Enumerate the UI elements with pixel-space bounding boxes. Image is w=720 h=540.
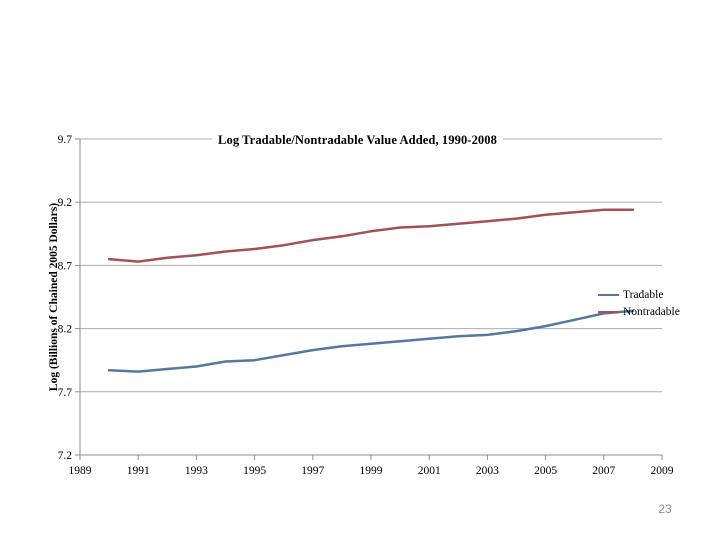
legend-label: Nontradable	[623, 305, 680, 318]
x-tick-label: 2005	[534, 465, 557, 477]
series-line-tradable	[107, 309, 635, 373]
x-tick-label: 2009	[651, 465, 674, 477]
y-tick-label: 7.2	[58, 450, 73, 462]
x-tick-label: 1989	[69, 465, 92, 477]
x-tick-label: 2007	[592, 465, 615, 477]
y-tick-label: 7.7	[58, 387, 73, 399]
legend-line-swatch	[598, 293, 619, 296]
x-tick-label: 1995	[243, 465, 266, 477]
y-tick-label: 8.7	[58, 260, 73, 272]
x-tick-label: 1991	[127, 465, 150, 477]
y-tick-label: 9.7	[58, 134, 73, 146]
y-tick-label: 9.2	[58, 197, 73, 209]
x-tick-label: 2001	[418, 465, 441, 477]
x-tick-label: 1993	[185, 465, 208, 477]
x-tick-label: 1999	[360, 465, 383, 477]
y-axis-title: Log (Billions of Chained 2005 Dollars)	[48, 202, 60, 392]
y-tick-label: 8.2	[58, 324, 73, 336]
x-tick-label: 1997	[301, 465, 324, 477]
legend-item-tradable: Tradable	[598, 286, 680, 303]
page-number: 23	[658, 502, 672, 516]
legend-label: Tradable	[623, 288, 664, 301]
legend-item-nontradable: Nontradable	[598, 303, 680, 320]
legend: Tradable Nontradable	[598, 286, 680, 320]
legend-line-swatch	[598, 310, 619, 313]
series-line-nontradable	[107, 208, 635, 263]
x-tick-label: 2003	[476, 465, 499, 477]
